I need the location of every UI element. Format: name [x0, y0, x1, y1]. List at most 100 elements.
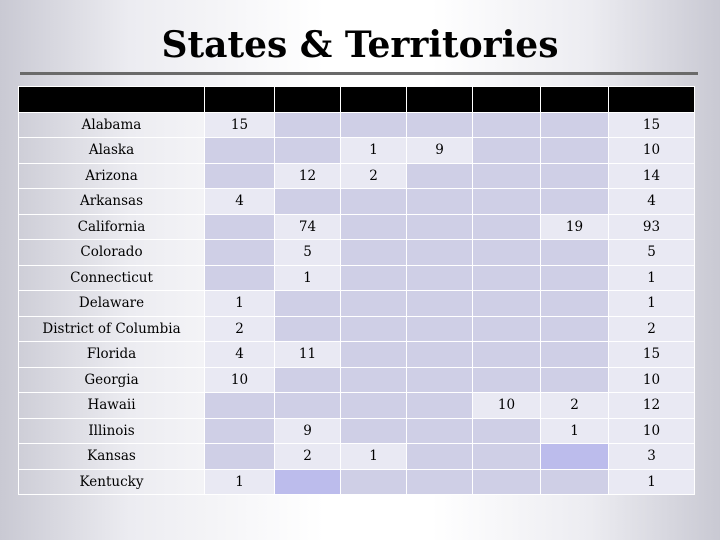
nhsi-cell: [472, 417, 541, 444]
table-row: Florida 4 11 15: [18, 341, 695, 368]
ansi-cell: [406, 366, 473, 393]
ansi-cell: [406, 417, 473, 444]
state-name-cell: Alaska: [18, 137, 205, 164]
total-cell: 2: [608, 315, 695, 342]
aapi-cell: [540, 341, 609, 368]
state-name-cell: California: [18, 213, 205, 240]
hbcu-cell: [204, 392, 275, 419]
nhsi-cell: [472, 264, 541, 291]
table-row: District of Columbia 2 2: [18, 315, 695, 342]
ansi-cell: [406, 443, 473, 470]
total-cell: 1: [608, 264, 695, 291]
hsi-cell: 11: [274, 341, 341, 368]
aapi-cell: [540, 188, 609, 215]
table-row: Arizona 12 2 14: [18, 162, 695, 189]
state-name-cell: Kentucky: [18, 468, 205, 495]
hsi-cell: [274, 468, 341, 495]
tcu-cell: [340, 366, 407, 393]
state-name-cell: Kansas: [18, 443, 205, 470]
ansi-cell: [406, 341, 473, 368]
hbcu-cell: 1: [204, 468, 275, 495]
nhsi-cell: [472, 188, 541, 215]
tcu-cell: 1: [340, 137, 407, 164]
table-row: Arkansas 4 4: [18, 188, 695, 215]
hsi-cell: 5: [274, 239, 341, 266]
ansi-cell: [406, 468, 473, 495]
total-cell: 15: [608, 111, 695, 138]
nhsi-cell: [472, 111, 541, 138]
tcu-cell: [340, 392, 407, 419]
ansi-cell: [406, 290, 473, 317]
total-cell: 15: [608, 341, 695, 368]
hbcu-cell: [204, 264, 275, 291]
table-row: Kentucky 1 1: [18, 468, 695, 495]
hsi-cell: [274, 137, 341, 164]
ansi-cell: [406, 264, 473, 291]
state-name-cell: Arizona: [18, 162, 205, 189]
aapi-cell: 19: [540, 213, 609, 240]
hsi-cell: 2: [274, 443, 341, 470]
tcu-cell: [340, 315, 407, 342]
aapi-cell: [540, 111, 609, 138]
table-row: Colorado 5 5: [18, 239, 695, 266]
slide-title: States & Territories: [161, 24, 559, 66]
table-row: California 74 19 93: [18, 213, 695, 240]
nhsi-cell: 10: [472, 392, 541, 419]
hsi-cell: [274, 366, 341, 393]
nhsi-cell: [472, 162, 541, 189]
nhsi-cell: [472, 290, 541, 317]
ansi-cell: [406, 392, 473, 419]
col-header-nhsi: NHSI: [472, 86, 541, 113]
hsi-cell: [274, 392, 341, 419]
tcu-cell: [340, 111, 407, 138]
total-cell: 1: [608, 468, 695, 495]
aapi-cell: [540, 468, 609, 495]
tcu-cell: [340, 468, 407, 495]
tcu-cell: [340, 290, 407, 317]
col-header-aapi: AAPI: [540, 86, 609, 113]
total-cell: 93: [608, 213, 695, 240]
table-row: Delaware 1 1: [18, 290, 695, 317]
tcu-cell: [340, 264, 407, 291]
ansi-cell: [406, 162, 473, 189]
hsi-cell: [274, 290, 341, 317]
hbcu-cell: 15: [204, 111, 275, 138]
nhsi-cell: [472, 468, 541, 495]
total-cell: 5: [608, 239, 695, 266]
total-cell: 14: [608, 162, 695, 189]
nhsi-cell: [472, 341, 541, 368]
col-header-total: TOTAL: [608, 86, 695, 113]
total-cell: 12: [608, 392, 695, 419]
table-row: Alabama 15 15: [18, 111, 695, 138]
hbcu-cell: 4: [204, 188, 275, 215]
ansi-cell: [406, 111, 473, 138]
tcu-cell: [340, 417, 407, 444]
state-name-cell: Hawaii: [18, 392, 205, 419]
aapi-cell: [540, 264, 609, 291]
hbcu-cell: 10: [204, 366, 275, 393]
state-name-cell: Georgia: [18, 366, 205, 393]
hsi-cell: 9: [274, 417, 341, 444]
hsi-cell: [274, 111, 341, 138]
col-header-states: STATES: [18, 86, 205, 113]
hbcu-cell: [204, 239, 275, 266]
state-name-cell: Connecticut: [18, 264, 205, 291]
table-row: Hawaii 10 2 12: [18, 392, 695, 419]
title-underline: [20, 72, 698, 75]
hsi-cell: 1: [274, 264, 341, 291]
aapi-cell: [540, 315, 609, 342]
hbcu-cell: [204, 213, 275, 240]
table-row: Alaska 1 9 10: [18, 137, 695, 164]
tcu-cell: [340, 239, 407, 266]
table-row: Georgia 10 10: [18, 366, 695, 393]
ansi-cell: 9: [406, 137, 473, 164]
total-cell: 1: [608, 290, 695, 317]
aapi-cell: 2: [540, 392, 609, 419]
aapi-cell: [540, 443, 609, 470]
nhsi-cell: [472, 137, 541, 164]
total-cell: 3: [608, 443, 695, 470]
hbcu-cell: 2: [204, 315, 275, 342]
nhsi-cell: [472, 315, 541, 342]
col-header-tcu: TCU: [340, 86, 407, 113]
state-name-cell: Arkansas: [18, 188, 205, 215]
